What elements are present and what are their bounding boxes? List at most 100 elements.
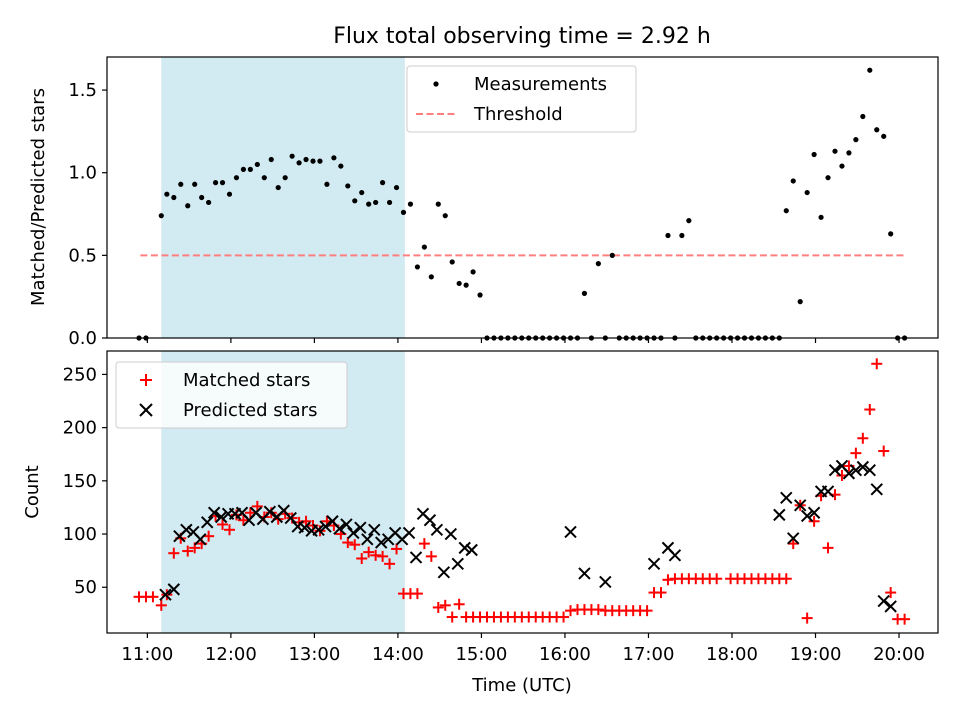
bottom-y-tick-label: 150 [63, 471, 97, 492]
measurement-point [199, 194, 205, 201]
predicted-star-point [458, 541, 471, 555]
predicted-star-point [180, 523, 193, 536]
matched-star-point [377, 550, 389, 562]
measurement-point [289, 153, 295, 159]
measurement-point [881, 133, 887, 139]
predicted-star-point [849, 463, 863, 477]
measurement-point [463, 282, 469, 288]
measurement-point [421, 244, 427, 250]
measurement-point [275, 184, 281, 191]
measurement-point [400, 209, 407, 215]
bottom-legend-box [115, 361, 348, 429]
predicted-star-point [877, 594, 890, 608]
predicted-star-point [430, 523, 444, 536]
top-y-tick-label: 1.0 [68, 163, 97, 184]
measurement-point [219, 180, 226, 186]
measurement-point [839, 163, 845, 169]
matched-star-point [363, 546, 375, 558]
matched-star-point [592, 604, 604, 616]
predicted-star-point [870, 483, 883, 496]
predicted-star-point [821, 485, 835, 498]
measurement-point [303, 156, 309, 163]
predicted-star-point [599, 575, 612, 589]
predicted-star-point [842, 467, 856, 480]
predicted-star-point [578, 567, 591, 580]
measurement-point [811, 151, 817, 158]
measurement-point [414, 264, 421, 270]
measurement-point [456, 280, 462, 287]
measurement-point [331, 155, 337, 161]
bottom-legend: Matched stars Predicted stars [115, 361, 348, 429]
measurement-point [345, 183, 351, 189]
matched-star-point [432, 601, 444, 613]
measurement-point [233, 175, 240, 181]
predicted-star-point [333, 522, 346, 535]
matched-star-point [223, 524, 235, 536]
matched-star-point [418, 538, 430, 550]
measurement-point [192, 181, 198, 187]
measurement-point [470, 269, 476, 275]
predicted-star-point [402, 526, 416, 540]
predicted-star-point [263, 505, 277, 518]
measurement-point [797, 299, 803, 305]
predicted-star-point [884, 600, 897, 613]
matched-star-point [391, 543, 403, 555]
measurement-point [860, 113, 866, 120]
matched-star-point [871, 358, 883, 370]
measurement-point [686, 218, 692, 224]
matched-star-point [411, 588, 423, 600]
matched-star-point [244, 507, 256, 519]
matched-star-point [662, 574, 674, 586]
matched-star-point [439, 599, 451, 611]
measurement-point [317, 158, 323, 164]
matched-star-point [147, 591, 159, 603]
predicted-star-point [793, 499, 807, 512]
matched-star-point [182, 545, 194, 557]
measurement-point [867, 67, 873, 73]
measurement-point [296, 160, 302, 166]
bottom-panel: 50 100 150 200 250 11:00 12:00 13:00 14:00 15:00… [22, 350, 939, 696]
measurement-point [449, 259, 455, 265]
matched-star-point [237, 514, 249, 526]
matched-star-point [565, 605, 577, 617]
matched-star-point [168, 547, 180, 559]
measurement-point [790, 178, 796, 184]
matched-star-point [342, 537, 354, 549]
predicted-star-point [647, 557, 661, 571]
measurement-point [366, 201, 372, 207]
matched-star-point [641, 605, 653, 617]
measurement-point [853, 137, 859, 143]
predicted-star-point [856, 460, 870, 474]
predicted-star-point [194, 533, 207, 546]
measurement-point [178, 181, 184, 187]
measurement-point [888, 231, 894, 237]
bottom-x-tick-label: 16:00 [539, 644, 591, 665]
measurement-point [282, 175, 288, 181]
predicted-star-point [284, 511, 297, 525]
measurement-point [477, 292, 483, 298]
matched-star-point [857, 432, 869, 444]
predicted-star-point [437, 566, 451, 579]
measurement-point [373, 199, 379, 206]
matched-star-point [349, 539, 361, 551]
measurement-point [393, 184, 400, 191]
top-legend-box [406, 65, 637, 133]
matched-star-point [899, 613, 911, 625]
top-y-tick-label: 1.5 [68, 80, 97, 101]
measurement-point [380, 180, 386, 186]
bottom-x-tick-label: 15:00 [455, 644, 507, 665]
measurement-point [874, 127, 880, 133]
bottom-x-tick-label: 11:00 [121, 644, 173, 665]
top-y-tick-label: 0.5 [68, 245, 97, 266]
predicted-star-point [319, 520, 332, 533]
predicted-star-point [214, 510, 228, 524]
predicted-star-point [368, 523, 381, 536]
measurement-point [212, 180, 219, 186]
predicted-star-point [423, 513, 437, 527]
measurement-point [171, 194, 177, 201]
predicted-star-point [800, 509, 814, 523]
predicted-star-point [312, 523, 325, 536]
predicted-star-point [361, 533, 374, 546]
measurement-point [595, 261, 601, 267]
measurement-point [338, 163, 344, 169]
